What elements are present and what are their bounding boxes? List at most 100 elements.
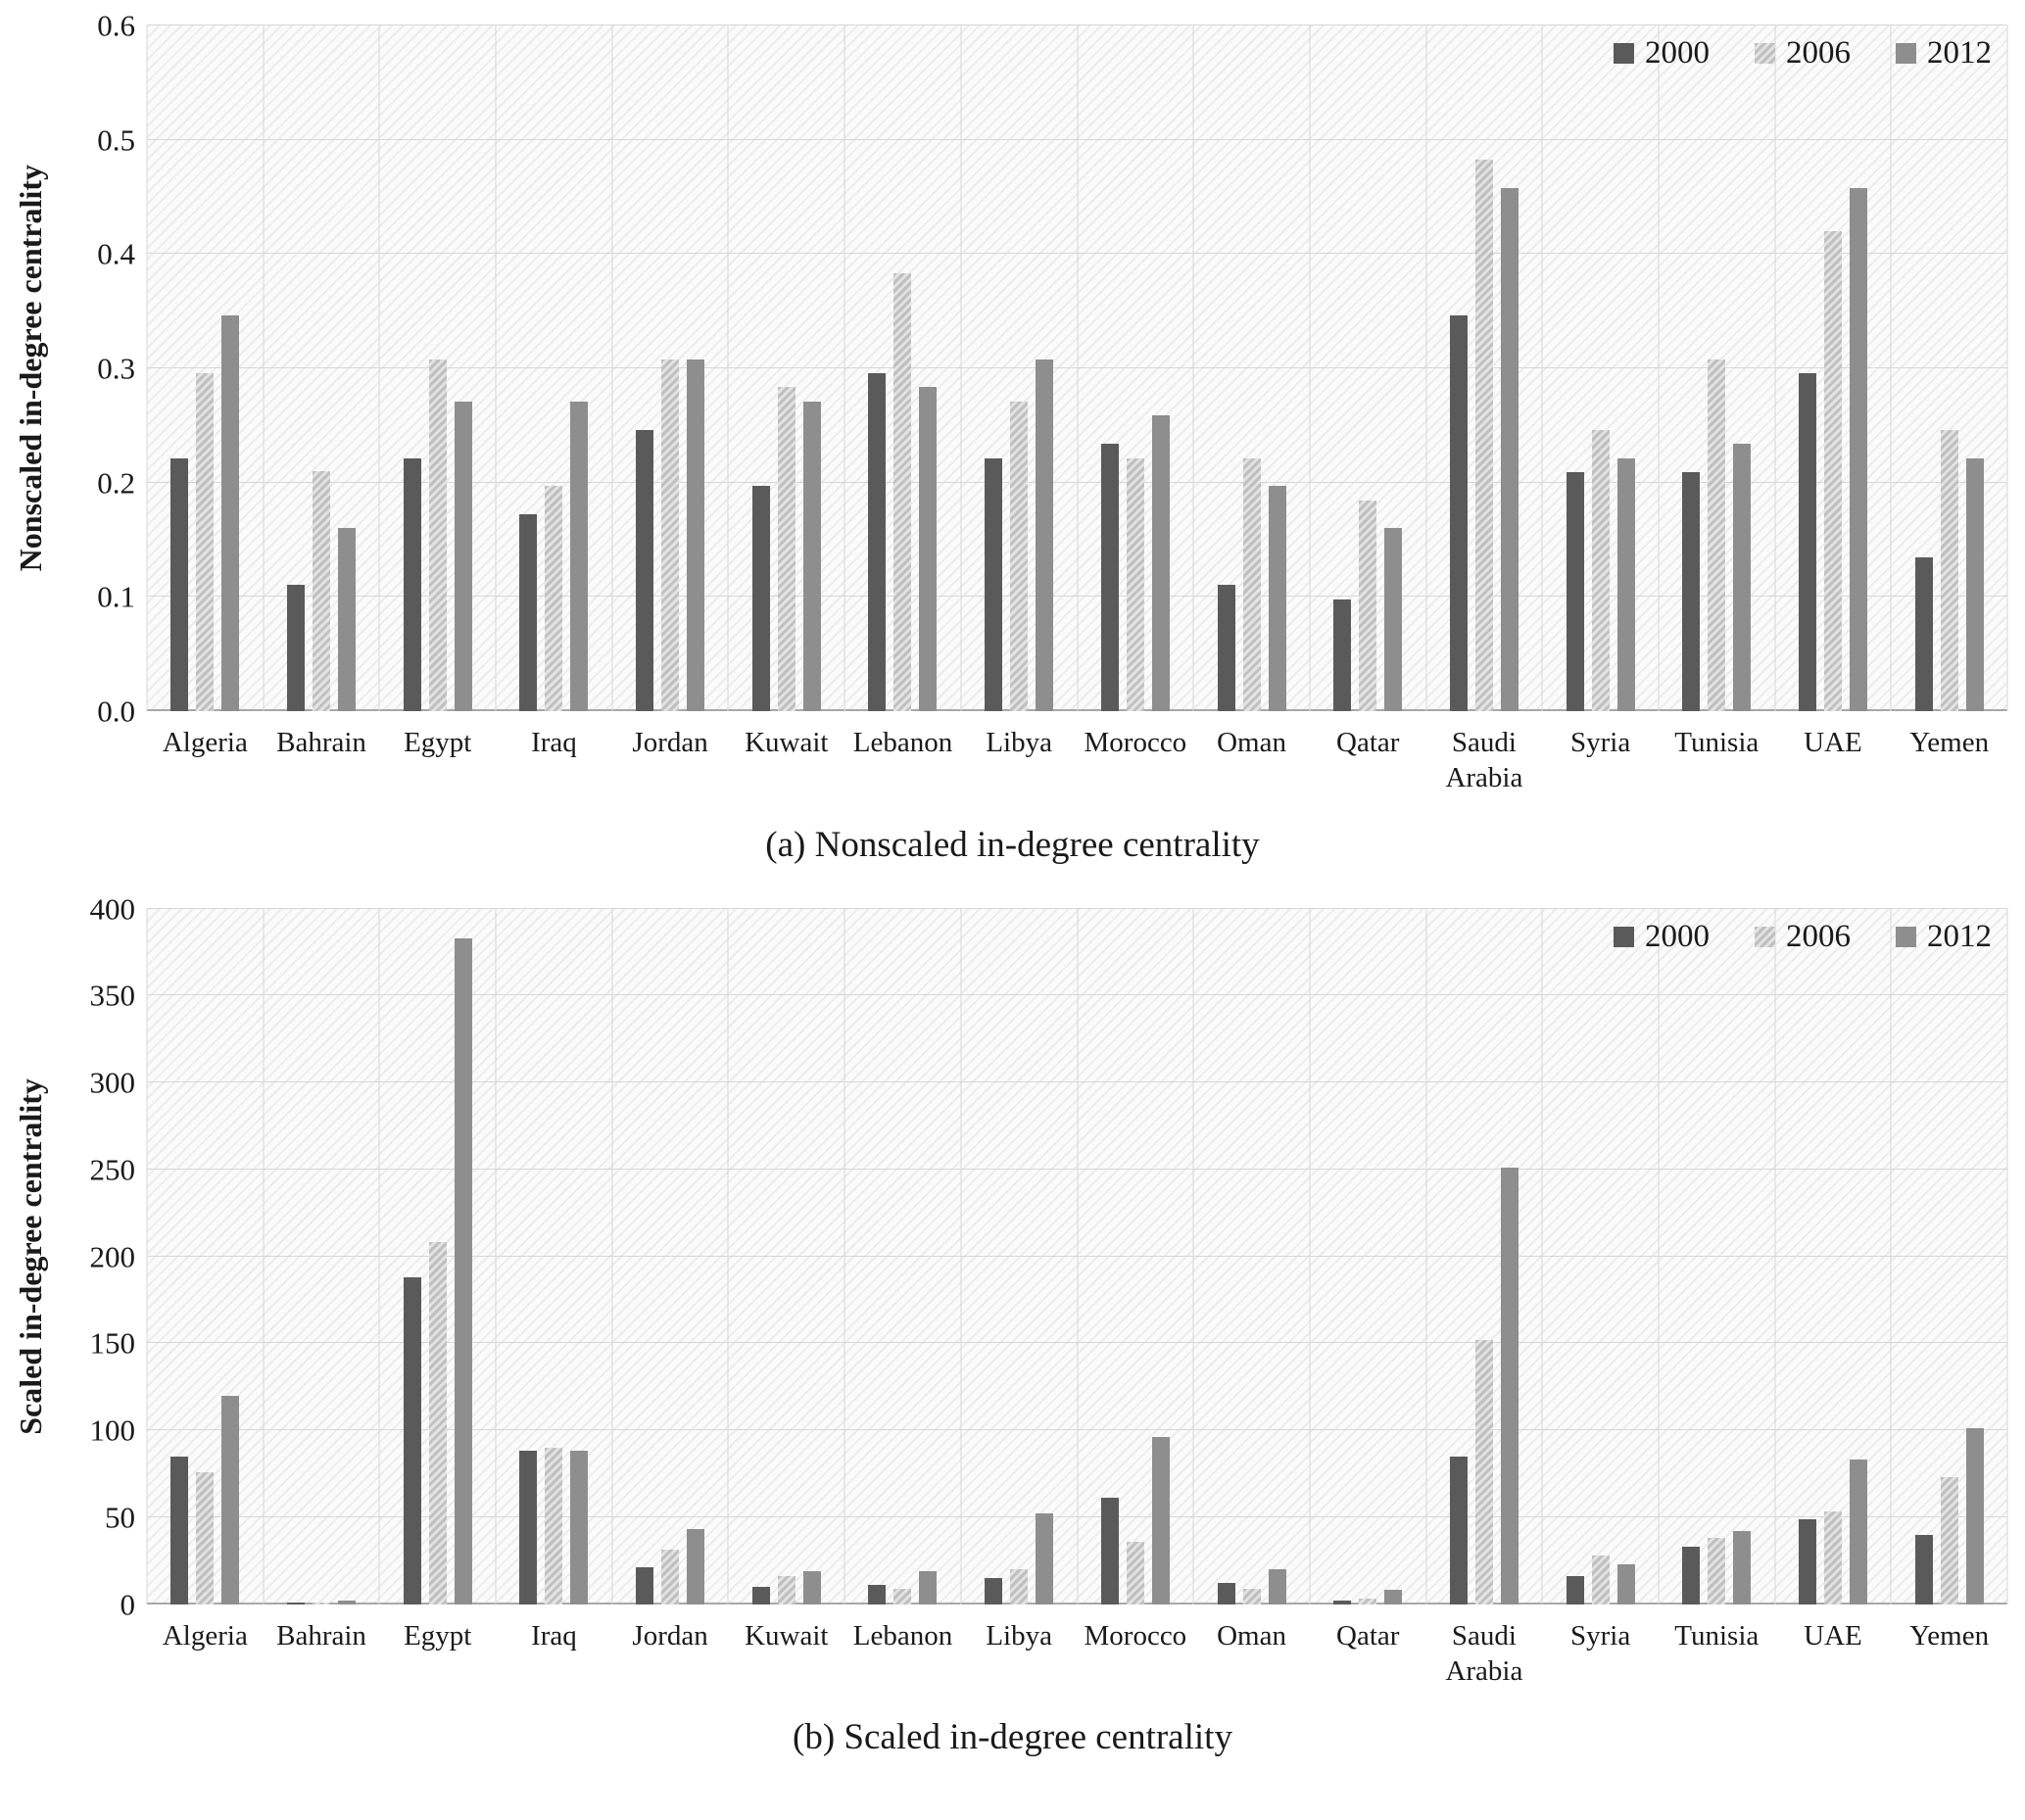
bar-bahrain-2006 [313, 1602, 331, 1604]
bar-group-tunisia [1659, 25, 1775, 711]
legend-label-2000: 2000 [1645, 35, 1710, 71]
v-gridline [263, 25, 265, 711]
legend: 2000 2006 2012 [1614, 919, 1992, 955]
x-label-tunisia: Tunisia [1674, 1619, 1760, 1652]
bar-libya-2000 [985, 1577, 1003, 1604]
bar-group-libya [961, 909, 1078, 1604]
bar-lebanon-2012 [919, 386, 938, 711]
bar-bahrain-2000 [287, 584, 306, 711]
bar-uae-2000 [1798, 1518, 1816, 1604]
y-axis-title: Scaled in-degree centrality [12, 1078, 48, 1435]
bar-group-uae [1775, 25, 1892, 711]
y-tick-label: 0 [120, 1587, 136, 1621]
y-tick-label: 0.6 [97, 8, 135, 43]
y-tick-label: 300 [89, 1065, 136, 1100]
bar-uae-2006 [1823, 1511, 1842, 1604]
v-gridline [2006, 908, 2008, 1604]
bar-lebanon-2000 [868, 372, 887, 711]
bar-algeria-2012 [221, 315, 240, 711]
plot-area: 2000 2006 2012 [146, 24, 2008, 711]
bar-jordan-2006 [661, 1550, 680, 1604]
x-label-bahrain: Bahrain [276, 1619, 366, 1652]
v-gridline [960, 908, 962, 1604]
bar-libya-2012 [1036, 359, 1054, 711]
bar-lebanon-2006 [893, 273, 912, 711]
v-gridline [1425, 908, 1427, 1604]
bar-tunisia-2012 [1733, 444, 1752, 711]
chart-a-body: Nonscaled in-degree centrality 0.0 0.1 0.2… [0, 11, 2025, 796]
v-gridline [263, 908, 265, 1604]
chart-b-plot-col: 2000 2006 2012 Algeria Bahrain Egypt Iraq Jo… [146, 907, 2008, 1690]
bar-tunisia-2000 [1682, 472, 1701, 711]
v-gridline [1541, 25, 1543, 711]
bar-oman-2000 [1217, 1583, 1235, 1604]
bar-group-iraq [496, 909, 612, 1604]
bar-group-jordan [612, 909, 729, 1604]
x-label-oman: Oman [1217, 1619, 1286, 1652]
h-gridline [147, 907, 2007, 909]
y-tick-label: 0.0 [97, 694, 135, 729]
bar-yemen-2006 [1940, 1476, 1958, 1604]
v-gridline [378, 25, 380, 711]
x-label-algeria: Algeria [162, 1619, 248, 1652]
v-gridline [611, 25, 613, 711]
y-axis-ticks: 0 50 100 150 200 250 300 350 400 [61, 893, 147, 1619]
legend-item-2000: 2000 [1614, 919, 1710, 955]
bar-group-saudi-arabia [1426, 25, 1543, 711]
x-axis-labels: Algeria Bahrain Egypt Iraq Jordan Kuwait Leban… [147, 1604, 2007, 1690]
bar-jordan-2006 [661, 359, 680, 711]
bar-morocco-2006 [1126, 458, 1144, 711]
bar-syria-2006 [1591, 1555, 1610, 1604]
v-gridline [1192, 908, 1194, 1604]
legend-swatch-2006 [1755, 926, 1775, 947]
chart-a-caption: (a) Nonscaled in-degree centrality [765, 824, 1260, 865]
bar-lebanon-2012 [919, 1570, 938, 1604]
bar-morocco-2012 [1151, 414, 1170, 711]
bar-group-kuwait [728, 909, 844, 1604]
v-gridline [1541, 908, 1543, 1604]
x-label-morocco: Morocco [1084, 727, 1187, 758]
bar-syria-2000 [1566, 472, 1584, 711]
bar-qatar-2000 [1333, 1600, 1352, 1604]
x-label-iraq: Iraq [531, 727, 577, 758]
bar-iraq-2000 [519, 514, 538, 711]
bar-egypt-2000 [403, 458, 421, 711]
bar-group-tunisia [1659, 909, 1775, 1604]
legend-label-2012: 2012 [1927, 35, 1992, 71]
v-gridline [378, 908, 380, 1604]
bar-saudi-arabia-2000 [1449, 1456, 1468, 1604]
bar-yemen-2006 [1940, 430, 1958, 711]
v-gridline [2006, 25, 2008, 711]
bar-morocco-2006 [1126, 1541, 1144, 1604]
chart-b-ylabel-col: Scaled in-degree centrality [0, 909, 61, 1604]
x-label-jordan: Jordan [632, 727, 708, 758]
legend-item-2006: 2006 [1755, 35, 1851, 72]
bar-egypt-2006 [428, 359, 447, 711]
v-gridline [1774, 908, 1776, 1604]
v-gridline [495, 25, 497, 711]
v-gridline [1192, 25, 1194, 711]
bar-jordan-2012 [687, 1529, 705, 1604]
bar-morocco-2012 [1151, 1437, 1170, 1604]
bar-bahrain-2012 [338, 1600, 357, 1604]
bar-egypt-2012 [454, 401, 472, 711]
bar-yemen-2000 [1914, 1534, 1933, 1604]
x-label-saudi-arabia: Saudi Arabia [1445, 727, 1523, 794]
bar-morocco-2000 [1100, 444, 1119, 711]
v-gridline [146, 25, 148, 711]
chart-a-plot-col: 2000 2006 2012 Algeria Bahrain Egypt Iraq Jo… [146, 24, 2008, 796]
v-gridline [611, 908, 613, 1604]
x-label-saudi-arabia: Saudi Arabia [1445, 1619, 1523, 1687]
legend-item-2006: 2006 [1755, 919, 1851, 955]
chart-b-scaled: Scaled in-degree centrality 0 50 100 150 200… [0, 893, 2025, 1759]
legend: 2000 2006 2012 [1614, 35, 1992, 72]
y-tick-label: 50 [105, 1500, 135, 1535]
bar-saudi-arabia-2000 [1449, 315, 1468, 711]
bar-group-qatar [1310, 25, 1426, 711]
x-label-qatar: Qatar [1336, 727, 1400, 758]
x-label-yemen: Yemen [1909, 727, 1990, 758]
bar-kuwait-2000 [751, 1586, 770, 1604]
chart-b-caption: (b) Scaled in-degree centrality [793, 1717, 1232, 1757]
bar-lebanon-2000 [868, 1584, 887, 1604]
bar-jordan-2000 [636, 1567, 654, 1604]
